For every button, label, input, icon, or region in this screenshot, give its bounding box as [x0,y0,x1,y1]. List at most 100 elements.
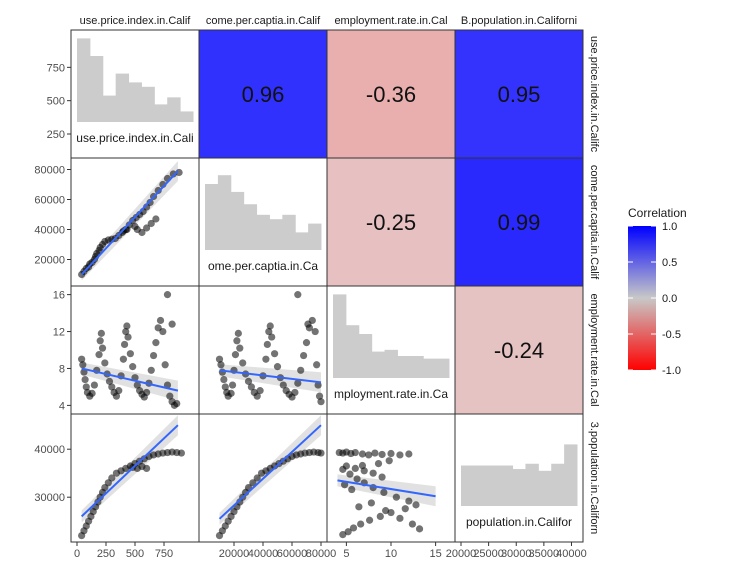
column-header-0: use.price.index.in.Calif [80,15,192,27]
point-2-0-42 [161,361,169,369]
point-3-2-11 [405,450,413,458]
point-3-2-9 [387,449,395,458]
histogram-bar-3-8 [564,444,578,506]
point-2-1-1 [217,361,225,369]
point-2-0-3 [81,375,89,384]
point-2-0-19 [112,392,121,400]
point-2-1-35 [294,379,302,387]
correlation-value-0-2: -0.36 [366,82,416,107]
point-2-1-27 [271,350,279,358]
point-3-2-31 [349,524,358,532]
point-2-0-16 [105,377,114,385]
row-header-3: 3.population.in.Californ [588,422,600,535]
correlation-tile-0-3 [455,30,583,158]
legend-tick-label-3: -0.5 [662,329,681,341]
point-2-1-8 [228,381,237,389]
point-3-2-6 [365,451,373,459]
point-2-0-17 [108,383,116,391]
x-tick-label-2-0: 5 [343,548,349,560]
histogram-bar-2-7 [423,358,437,378]
point-2-1-11 [233,337,241,345]
correlation-tile-0-1 [199,30,327,158]
x-tick-label-1-0: 20000 [219,548,250,560]
histogram-bar-2-3 [371,351,386,378]
x-tick-label-2-1: 10 [385,548,397,560]
point-2-1-26 [268,333,276,341]
x-tick-label-0-3: 750 [155,548,173,560]
point-2-0-41 [159,327,167,336]
point-3-2-10 [396,451,404,459]
point-2-1-42 [313,361,321,369]
point-1-0-36 [147,219,155,228]
point-2-1-44 [315,392,324,400]
point-3-2-42 [385,457,393,465]
point-2-1-14 [239,359,247,367]
point-2-0-30 [133,381,141,389]
point-2-0-48 [163,291,172,299]
y-tick-label-2-0: 4 [59,400,65,412]
point-2-0-7 [88,389,96,397]
correlation-value-0-3: 0.95 [498,82,541,107]
point-3-2-26 [401,505,409,513]
x-tick-label-0-0: 0 [74,548,80,560]
point-3-2-40 [348,485,356,494]
correlation-value-2-3: -0.24 [494,338,544,363]
point-2-0-26 [124,333,132,341]
point-3-2-8 [378,450,386,459]
correlation-tile-2-3 [455,286,583,414]
point-3-2-19 [353,475,361,483]
fit-line-3-2 [337,479,436,498]
histogram-bar-2-4 [384,349,398,378]
histogram-bar-1-3 [243,204,258,250]
histogram-bar-2-1 [345,325,360,378]
x-tick-label-3-2: 30000 [501,548,532,560]
point-2-1-0 [215,355,224,363]
point-2-0-28 [129,363,137,371]
point-3-0-27 [177,449,185,457]
legend-tick-label-4: -1.0 [662,365,681,377]
point-2-1-4 [221,383,229,391]
point-3-2-35 [367,499,375,507]
y-tick-label-0-0: 250 [47,129,65,141]
point-2-0-1 [79,361,87,369]
point-3-2-15 [369,469,377,477]
legend-tick-label-0: 1.0 [662,221,677,233]
point-2-0-44 [166,392,174,400]
point-2-0-36 [147,366,155,374]
point-3-2-7 [371,449,379,457]
correlation-tile-0-2 [327,30,455,158]
point-3-2-25 [412,501,420,509]
point-2-0-38 [152,339,160,347]
point-2-0-34 [143,388,151,397]
fit-line-1-0 [80,170,179,276]
point-2-0-20 [115,387,123,395]
point-3-1-27 [317,449,325,457]
panel-border-2-1 [198,285,328,415]
x-tick-label-1-3: 80000 [306,548,337,560]
point-2-1-19 [253,392,261,400]
point-3-2-36 [382,507,390,515]
histogram-bar-3-0 [461,465,475,506]
histogram-bar-0-5 [141,86,155,122]
histogram-bar-3-3 [499,465,514,506]
point-3-2-22 [380,488,388,496]
point-2-1-41 [311,327,319,336]
point-2-0-8 [90,381,98,389]
y-tick-label-0-1: 500 [47,96,65,108]
histogram-bar-3-6 [538,470,552,506]
point-2-0-49 [168,320,176,328]
point-2-0-14 [101,359,109,367]
point-2-0-24 [122,327,130,336]
point-1-0-34 [138,228,146,237]
point-2-0-37 [149,351,158,360]
y-tick-label-3-0: 30000 [34,492,65,504]
x-tick-label-3-1: 25000 [473,548,504,560]
point-2-1-22 [262,355,270,363]
point-2-1-34 [291,388,299,397]
histogram-bar-3-7 [551,463,565,506]
point-2-0-23 [120,340,129,349]
y-tick-label-2-1: 8 [59,363,65,375]
y-tick-label-2-3: 16 [53,290,65,302]
point-2-0-27 [126,350,134,358]
